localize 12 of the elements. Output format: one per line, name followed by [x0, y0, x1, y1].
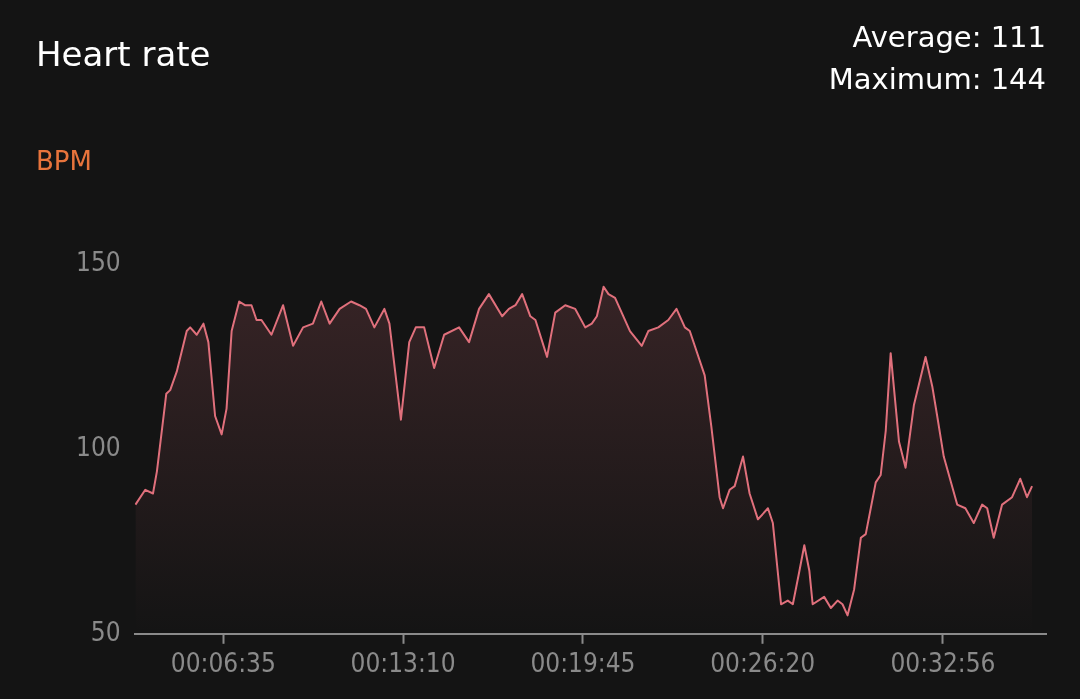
x-tick-label: 00:32:56: [890, 648, 996, 679]
y-tick-label: 50: [90, 616, 121, 647]
text: Maximum: 144: [828, 61, 1046, 98]
x-tick-label: 00:06:35: [170, 648, 276, 679]
text: Average: 111: [851, 19, 1046, 56]
y-tick-label: 100: [76, 431, 121, 462]
y-tick-label: 150: [76, 247, 121, 278]
x-tick-label: 00:26:20: [710, 648, 816, 679]
y-axis-title: BPM: [36, 146, 92, 176]
x-tick-label: 00:13:10: [350, 648, 456, 679]
x-tick-label: 00:19:45: [530, 648, 636, 679]
chart-title: Heart rate: [36, 34, 211, 74]
